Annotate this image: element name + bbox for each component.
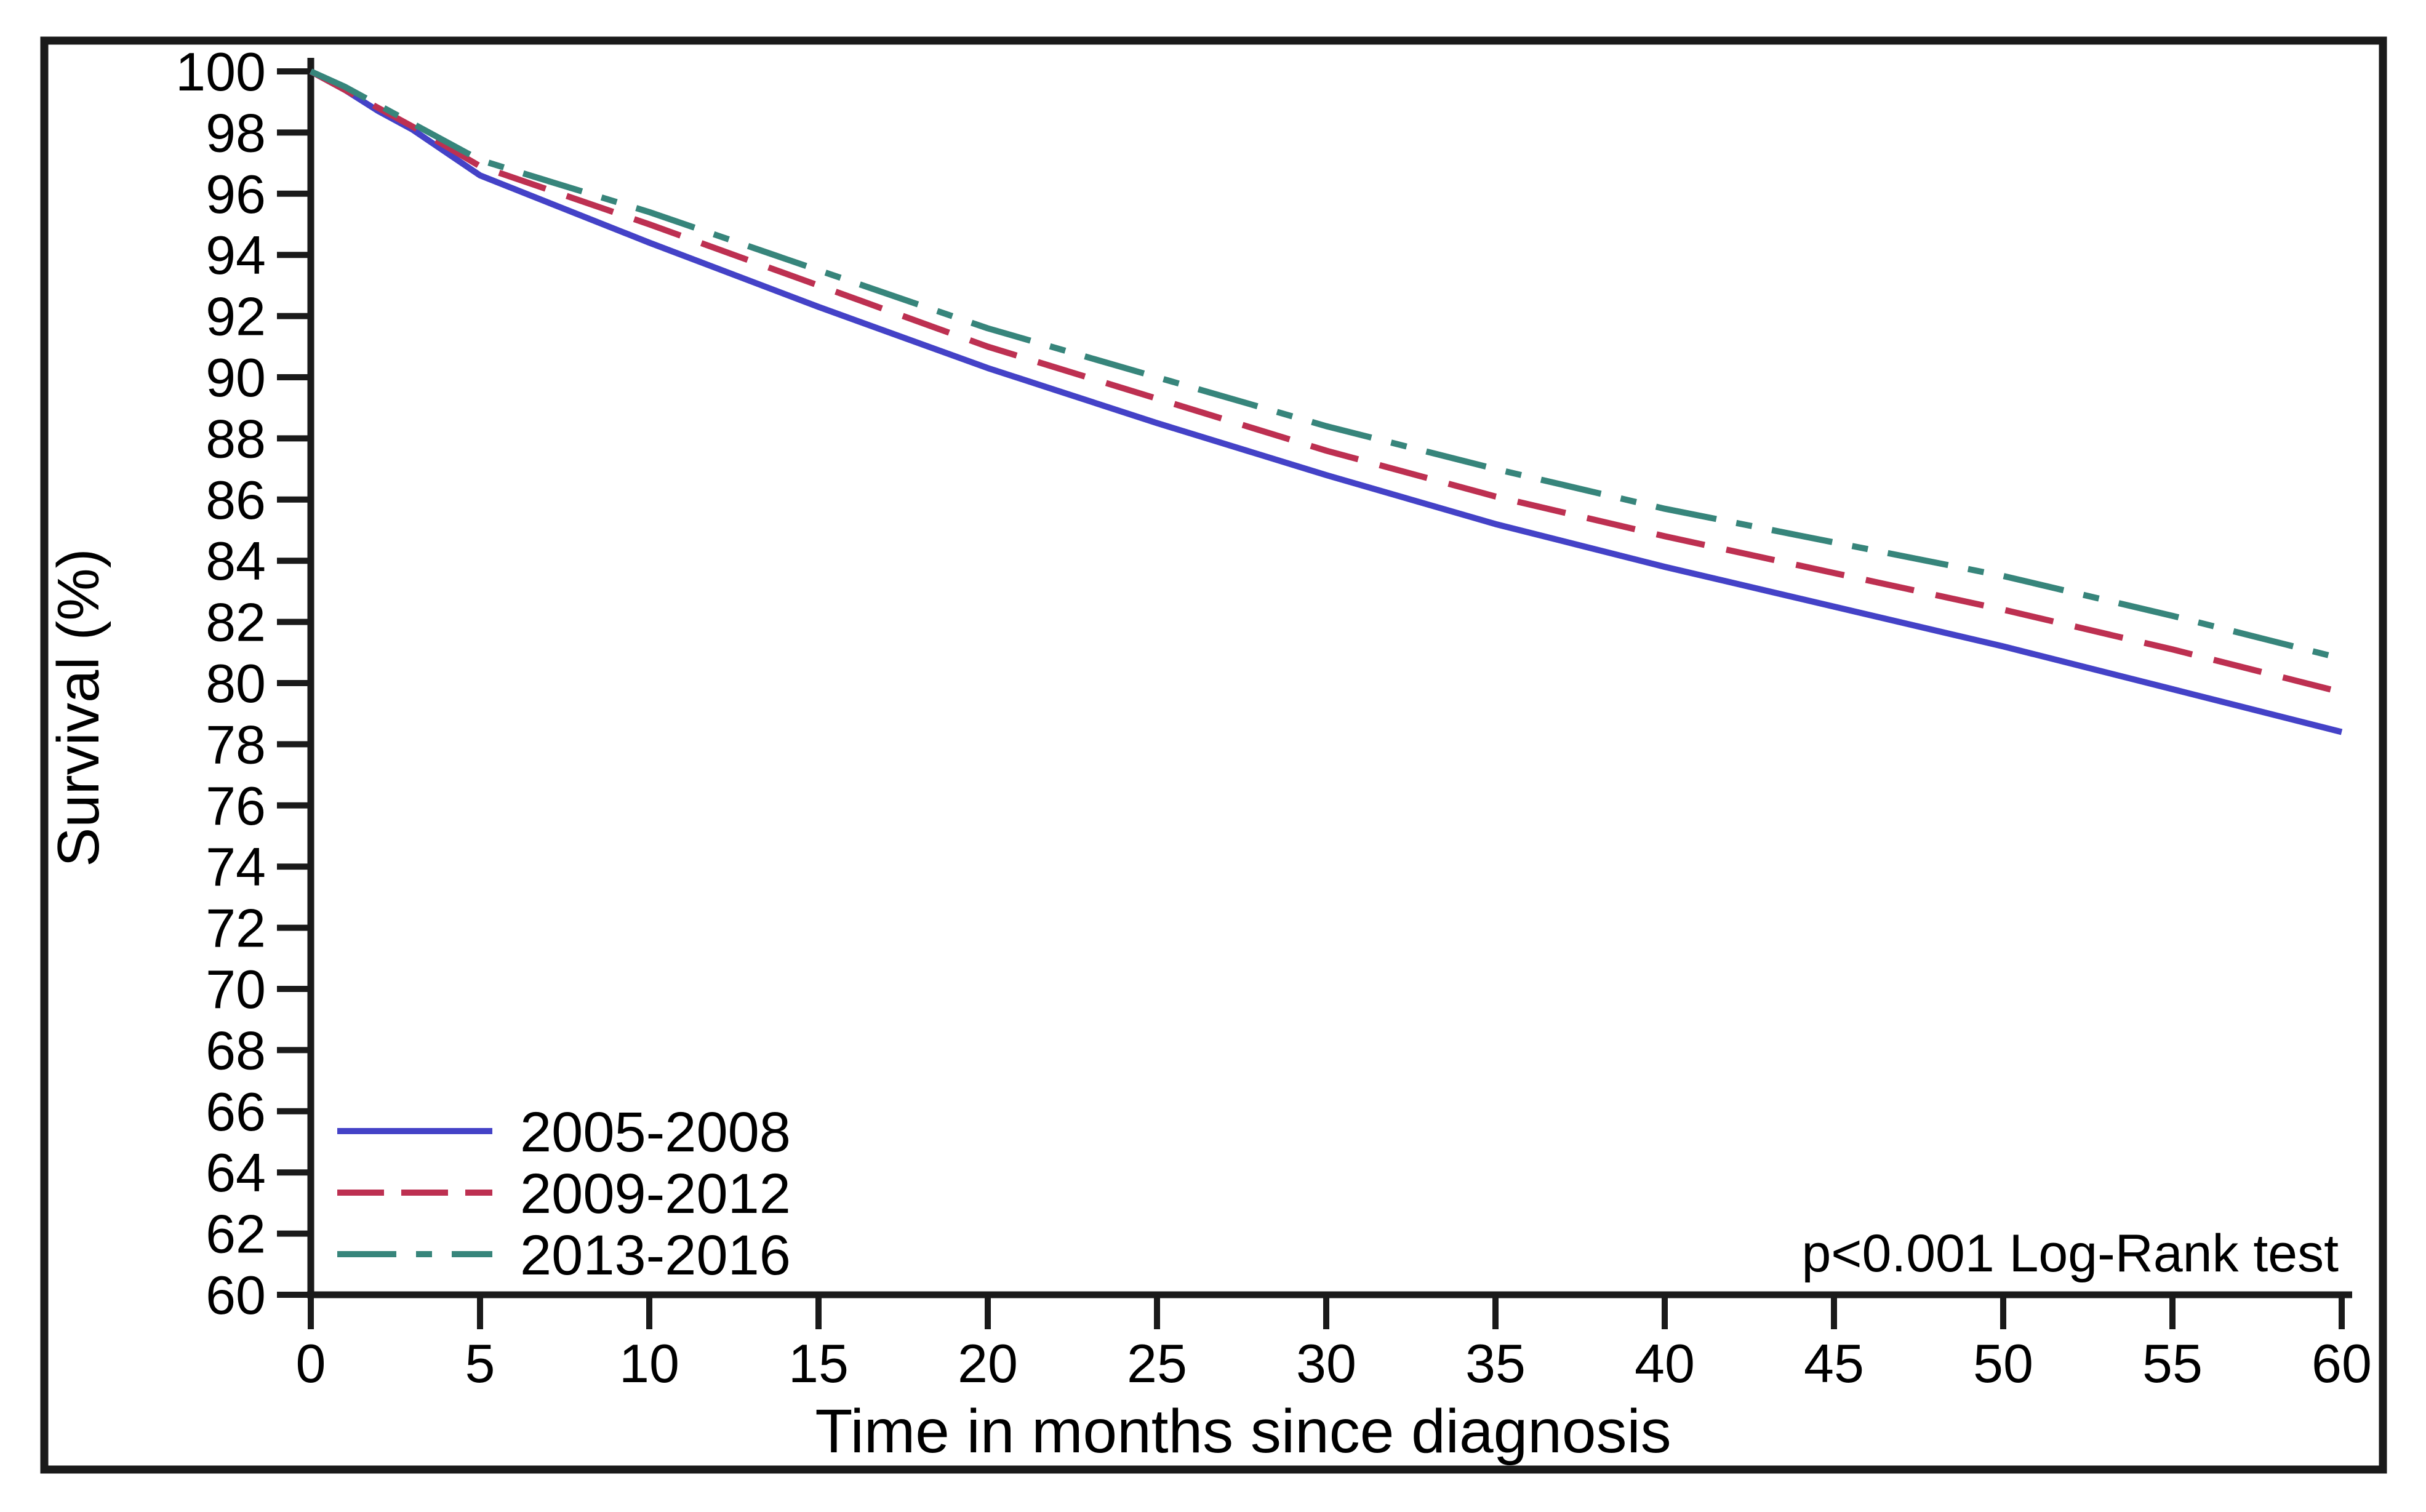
x-tick-label: 60: [2312, 1333, 2372, 1394]
figure-border: [40, 36, 2387, 1474]
y-tick-label: 60: [206, 1265, 266, 1326]
legend-label: 2005-2008: [520, 1101, 791, 1164]
y-tick-label: 92: [206, 286, 266, 347]
x-tick-label: 50: [1973, 1333, 2033, 1394]
x-axis-title: Time in months since diagnosis: [815, 1397, 1671, 1466]
legend-label: 2009-2012: [520, 1162, 791, 1225]
y-axis-ticks: 6062646668707274767880828486889092949698…: [175, 41, 311, 1326]
y-tick-label: 64: [206, 1142, 266, 1203]
y-tick-label: 82: [206, 592, 266, 653]
x-tick-label: 5: [465, 1333, 495, 1394]
y-tick-label: 80: [206, 653, 266, 714]
y-tick-label: 76: [206, 775, 266, 836]
legend-label: 2013-2016: [520, 1224, 791, 1287]
y-tick-label: 100: [175, 41, 266, 102]
y-tick-label: 84: [206, 530, 266, 591]
x-tick-label: 20: [958, 1333, 1018, 1394]
x-tick-label: 0: [296, 1333, 326, 1394]
y-tick-label: 94: [206, 225, 266, 286]
y-tick-label: 98: [206, 102, 266, 163]
y-tick-label: 78: [206, 714, 266, 775]
y-tick-label: 74: [206, 836, 266, 897]
y-tick-label: 72: [206, 898, 266, 959]
x-tick-label: 25: [1127, 1333, 1187, 1394]
legend-item-2005-2008: 2005-2008: [337, 1101, 791, 1164]
y-axis-title: Survival (%): [46, 548, 111, 866]
x-tick-label: 55: [2142, 1333, 2203, 1394]
y-tick-label: 70: [206, 959, 266, 1020]
x-tick-label: 35: [1465, 1333, 1526, 1394]
y-tick-label: 96: [206, 164, 266, 225]
x-tick-label: 45: [1804, 1333, 1864, 1394]
x-tick-label: 30: [1296, 1333, 1356, 1394]
y-tick-label: 68: [206, 1020, 266, 1081]
x-tick-label: 40: [1635, 1333, 1695, 1394]
y-tick-label: 66: [206, 1081, 266, 1142]
x-axis-ticks: 0 5 10 15 20 25 30 35 40 45 50 55 60: [296, 1295, 2372, 1394]
series-line-2013-2016: [309, 68, 2343, 662]
y-tick-label: 90: [206, 347, 266, 408]
y-tick-label: 86: [206, 470, 266, 530]
x-tick-label: 15: [788, 1333, 849, 1394]
x-tick-label: 10: [619, 1333, 679, 1394]
y-tick-label: 88: [206, 408, 266, 469]
survival-curves: [309, 68, 2343, 735]
legend-item-2013-2016: 2013-2016: [337, 1224, 791, 1287]
legend-item-2009-2012: 2009-2012: [337, 1162, 791, 1225]
y-tick-label: 62: [206, 1204, 266, 1265]
log-rank-annotation: p<0.001 Log-Rank test: [1801, 1224, 2339, 1283]
